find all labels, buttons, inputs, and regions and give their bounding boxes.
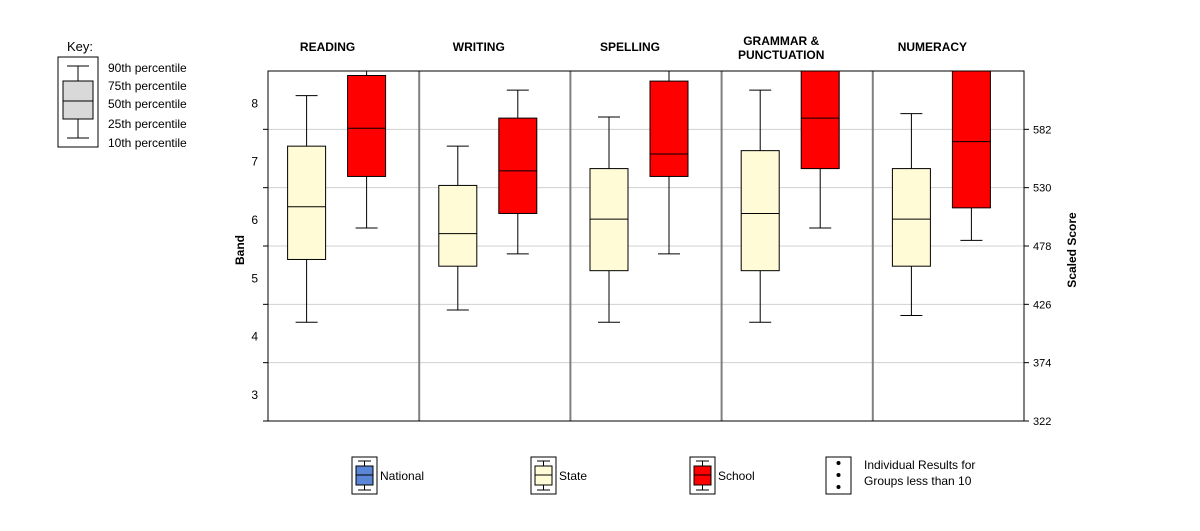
iqr-box xyxy=(347,74,387,177)
legend-dot xyxy=(836,473,841,477)
iqr-box xyxy=(951,70,991,209)
score-tick-label: 530 xyxy=(1033,183,1051,195)
band-tick-label: 7 xyxy=(251,155,258,169)
school-box xyxy=(347,71,387,229)
category-labels: READING WRITING SPELLING GRAMMAR &PUNCTUATI… xyxy=(300,34,967,62)
legend: National State School Individual Results fo… xyxy=(351,456,975,495)
legend-label: National xyxy=(380,469,424,483)
y2-axis-label: Scaled Score xyxy=(1065,212,1079,288)
y-axis-label: Band xyxy=(233,235,247,265)
iqr-box xyxy=(891,168,931,267)
panel-dividers xyxy=(418,71,874,421)
legend-item: Individual Results for Groups less than 1… xyxy=(825,456,975,495)
band-tick-label: 8 xyxy=(251,96,258,110)
score-tick-label: 322 xyxy=(1033,416,1051,428)
category-label: SPELLING xyxy=(600,40,660,54)
school-box xyxy=(951,70,991,241)
legend-label: Groups less than 10 xyxy=(864,474,972,488)
iqr-box xyxy=(438,184,478,267)
key-label: 75th percentile xyxy=(108,79,187,93)
category-label: WRITING xyxy=(453,40,505,54)
score-axis: 322 374 426 478 530 582 xyxy=(1024,124,1051,428)
state-box xyxy=(287,95,327,323)
legend-item: State xyxy=(530,456,587,495)
score-tick-label: 478 xyxy=(1033,241,1051,253)
boxplots xyxy=(287,70,991,323)
iqr-box xyxy=(649,80,689,177)
iqr-box xyxy=(287,145,327,260)
category-label: NUMERACY xyxy=(898,40,967,54)
school-box xyxy=(800,70,840,229)
iqr-box xyxy=(800,70,840,170)
state-box xyxy=(891,113,931,317)
score-tick-label: 582 xyxy=(1033,124,1051,136)
band-tick-label: 4 xyxy=(251,330,258,344)
key-label: 10th percentile xyxy=(108,136,187,150)
legend-item: National xyxy=(351,456,424,495)
state-box xyxy=(589,116,629,323)
legend-item: School xyxy=(689,456,755,495)
school-box xyxy=(649,71,689,255)
band-tick-label: 3 xyxy=(251,388,258,402)
key: Key: 90th percentile 75th percentile 50th … xyxy=(57,39,187,150)
key-label: 50th percentile xyxy=(108,97,187,111)
legend-label: State xyxy=(559,469,587,483)
band-tick-label: 5 xyxy=(251,271,258,285)
key-boxplot-icon xyxy=(57,56,99,148)
category-label: PUNCTUATION xyxy=(738,48,824,62)
key-title: Key: xyxy=(67,39,93,54)
legend-dot xyxy=(836,485,841,489)
legend-label: School xyxy=(718,469,755,483)
score-tick-label: 374 xyxy=(1033,358,1051,370)
key-label: 25th percentile xyxy=(108,117,187,131)
legend-dot xyxy=(836,461,841,465)
school-box xyxy=(498,89,538,255)
state-box xyxy=(740,89,780,323)
iqr-box xyxy=(740,150,780,272)
band-axis: 3 4 5 6 7 8 xyxy=(251,96,268,422)
band-tick-label: 6 xyxy=(251,213,258,227)
state-box xyxy=(438,145,478,311)
score-tick-label: 426 xyxy=(1033,299,1051,311)
key-label: 90th percentile xyxy=(108,61,187,75)
category-label: GRAMMAR & xyxy=(743,34,819,48)
iqr-box xyxy=(589,168,629,272)
category-label: READING xyxy=(300,40,355,54)
iqr-box xyxy=(498,117,538,214)
legend-label: Individual Results for xyxy=(864,458,975,472)
key-box xyxy=(62,80,94,120)
